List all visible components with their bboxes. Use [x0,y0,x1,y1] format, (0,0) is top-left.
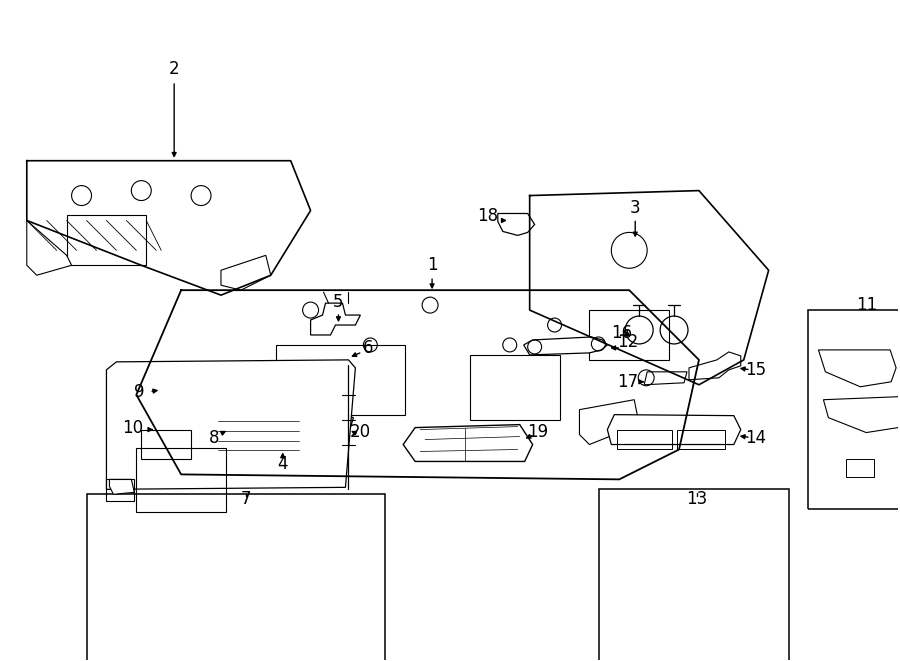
Polygon shape [524,337,608,355]
Polygon shape [403,424,533,461]
Bar [141,430,191,459]
Text: 19: 19 [527,422,548,441]
Polygon shape [106,360,356,489]
Polygon shape [110,479,134,494]
Bar [106,479,134,501]
Text: 2: 2 [169,60,179,78]
Polygon shape [206,414,309,457]
Polygon shape [271,420,299,436]
Text: 13: 13 [687,490,707,508]
Text: 12: 12 [616,333,638,351]
Polygon shape [27,221,72,275]
Bar [599,489,788,661]
Text: 8: 8 [209,428,220,447]
Polygon shape [157,372,189,395]
Polygon shape [644,372,687,385]
Bar [677,430,724,449]
Text: 20: 20 [350,422,371,441]
Text: 9: 9 [134,383,144,401]
Bar [136,447,226,512]
Bar [846,459,874,477]
Text: 3: 3 [630,198,641,217]
Bar [590,310,669,360]
Text: 6: 6 [363,339,374,357]
Text: 15: 15 [745,361,766,379]
Polygon shape [580,400,639,444]
Text: 16: 16 [611,324,632,342]
Bar [67,215,147,265]
Bar [617,430,672,449]
Bar [808,310,900,509]
Polygon shape [221,255,271,290]
Polygon shape [328,414,354,430]
Text: 17: 17 [616,373,638,391]
Polygon shape [818,350,896,387]
Polygon shape [824,397,900,432]
Bar [86,494,385,661]
Text: 5: 5 [333,293,344,311]
Text: 1: 1 [427,256,437,274]
Polygon shape [181,380,236,420]
Text: 7: 7 [240,490,251,508]
Bar [470,355,560,420]
Polygon shape [689,352,741,380]
Text: 18: 18 [477,208,498,225]
Polygon shape [608,414,741,444]
Text: 11: 11 [857,296,878,314]
Polygon shape [498,214,535,235]
Bar [275,345,405,414]
Text: 4: 4 [277,455,288,473]
Text: 10: 10 [122,418,143,436]
Polygon shape [310,303,360,335]
Text: 14: 14 [745,428,766,447]
